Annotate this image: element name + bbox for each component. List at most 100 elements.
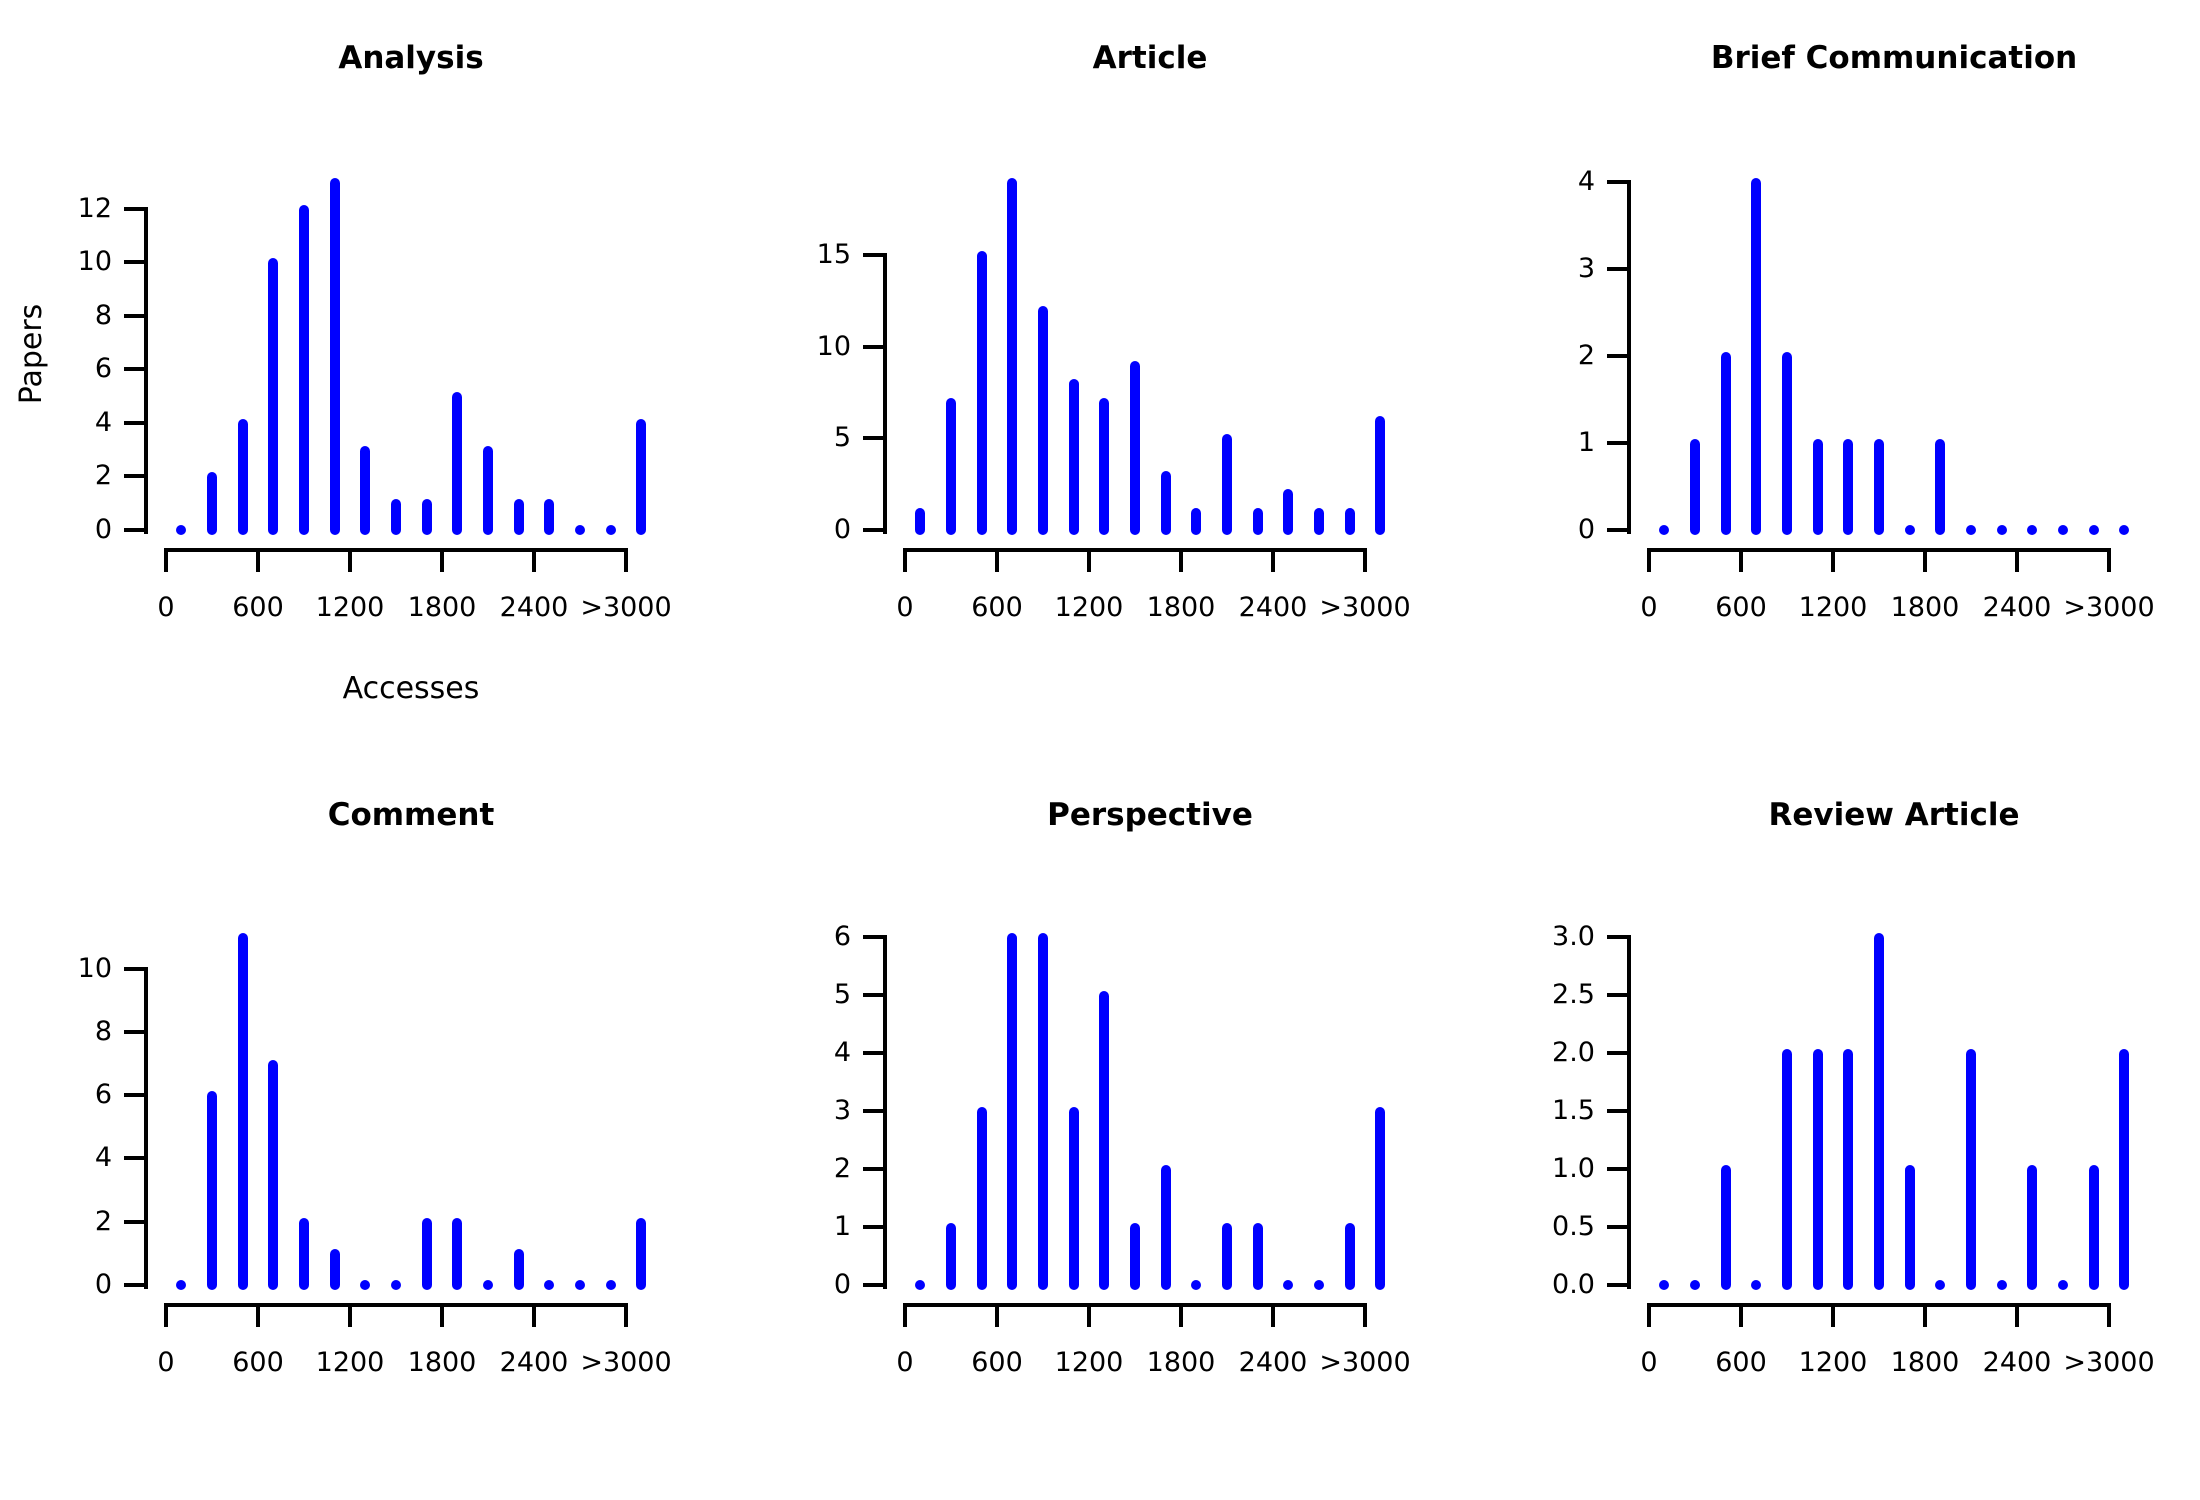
x-tick-label: 1800 — [1146, 592, 1216, 623]
bar — [1283, 489, 1294, 535]
y-tick — [124, 1283, 148, 1287]
x-tick — [1087, 548, 1091, 572]
x-tick-label: 0 — [896, 592, 914, 623]
x-tick — [1647, 548, 1651, 572]
bar — [513, 499, 524, 535]
zero-dot — [391, 1280, 401, 1290]
y-tick — [1607, 935, 1631, 939]
y-tick — [1607, 1109, 1631, 1113]
zero-dot — [1996, 1280, 2007, 1290]
y-tick-label: 0 — [833, 514, 851, 545]
bar — [1874, 439, 1884, 535]
x-tick — [2107, 548, 2111, 572]
x-tick-label: >3000 — [2063, 1347, 2155, 1378]
x-tick — [348, 1303, 352, 1327]
chart-title-brief-communication: Brief Communication — [1710, 40, 2078, 76]
y-tick-label: 10 — [77, 952, 112, 984]
x-tick — [1087, 1303, 1091, 1327]
y-tick-label: 15 — [816, 239, 851, 271]
chart-title-article: Article — [1092, 40, 1208, 76]
x-tick-label: 0 — [157, 1347, 175, 1378]
x-tick — [2015, 1303, 2019, 1327]
bar — [1344, 507, 1355, 535]
x-tick — [995, 1303, 999, 1327]
bar — [421, 1217, 432, 1290]
bar — [1191, 507, 1202, 535]
y-tick — [863, 436, 887, 441]
x-tick — [1179, 1303, 1183, 1327]
x-tick — [256, 548, 260, 572]
bar — [1874, 933, 1884, 1290]
chart-title-perspective: Perspective — [1047, 797, 1253, 833]
y-tick — [863, 1283, 887, 1287]
x-tick — [624, 1303, 628, 1327]
bar — [1966, 1049, 1976, 1290]
zero-dot — [575, 1280, 585, 1290]
bar — [1935, 439, 1946, 535]
bar — [976, 251, 987, 535]
y-tick — [124, 1093, 148, 1098]
zero-dot — [1966, 525, 1976, 535]
bar — [636, 418, 647, 535]
zero-dot — [2088, 525, 2099, 535]
bar — [329, 1249, 340, 1290]
y-tick — [863, 253, 887, 258]
y-tick — [124, 420, 148, 425]
bar — [1843, 439, 1854, 535]
y-tick-label: 3 — [1577, 253, 1595, 284]
bar — [946, 1223, 956, 1290]
y-tick-label: 4 — [1577, 166, 1595, 197]
x-tick — [1271, 548, 1275, 572]
x-tick-label: 600 — [232, 592, 284, 623]
y-tick — [863, 1225, 887, 1229]
x-tick — [1923, 548, 1927, 572]
x-tick — [1179, 548, 1183, 572]
x-tick-label: 1800 — [1890, 1347, 1960, 1378]
bar — [1007, 933, 1018, 1290]
zero-dot — [1314, 1280, 1324, 1290]
y-tick — [124, 1029, 148, 1034]
x-tick-label: 2400 — [1982, 1347, 2052, 1378]
y-tick-label: 0 — [94, 1269, 112, 1300]
x-tick — [532, 1303, 536, 1327]
y-tick — [1607, 1051, 1631, 1055]
bar — [2119, 1049, 2130, 1290]
y-tick-label: 0 — [1577, 514, 1595, 545]
y-tick-label: 0 — [833, 1269, 851, 1300]
chart-title-review-article: Review Article — [1768, 797, 2020, 833]
bar — [1252, 1223, 1263, 1290]
zero-dot — [1659, 525, 1670, 535]
y-tick-label: 6 — [833, 921, 851, 952]
zero-dot — [1191, 1280, 1202, 1290]
x-tick-label: >3000 — [580, 592, 672, 623]
zero-dot — [176, 1280, 187, 1290]
bar — [915, 507, 926, 535]
x-tick-label: 0 — [1640, 1347, 1658, 1378]
bar — [1222, 1223, 1232, 1290]
x-tick — [1831, 548, 1835, 572]
bar — [976, 1107, 987, 1290]
x-tick — [440, 1303, 444, 1327]
y-axis-line — [1627, 935, 1631, 1289]
chart-title-analysis: Analysis — [338, 40, 484, 76]
x-tick — [995, 548, 999, 572]
y-tick-label: 2 — [833, 1153, 851, 1184]
y-tick — [124, 966, 148, 971]
x-tick-label: 2400 — [499, 1347, 569, 1378]
x-tick-label: 2400 — [499, 592, 569, 623]
zero-dot — [605, 525, 616, 535]
bar — [421, 499, 432, 535]
y-tick — [124, 474, 148, 479]
bar — [1038, 306, 1048, 535]
y-axis-line — [1627, 180, 1631, 534]
x-tick — [903, 548, 907, 572]
zero-dot — [360, 1280, 371, 1290]
x-tick-label: >3000 — [2063, 592, 2155, 623]
y-tick-label: 1.5 — [1552, 1095, 1595, 1126]
y-tick — [1607, 1283, 1631, 1287]
zero-dot — [605, 1280, 616, 1290]
